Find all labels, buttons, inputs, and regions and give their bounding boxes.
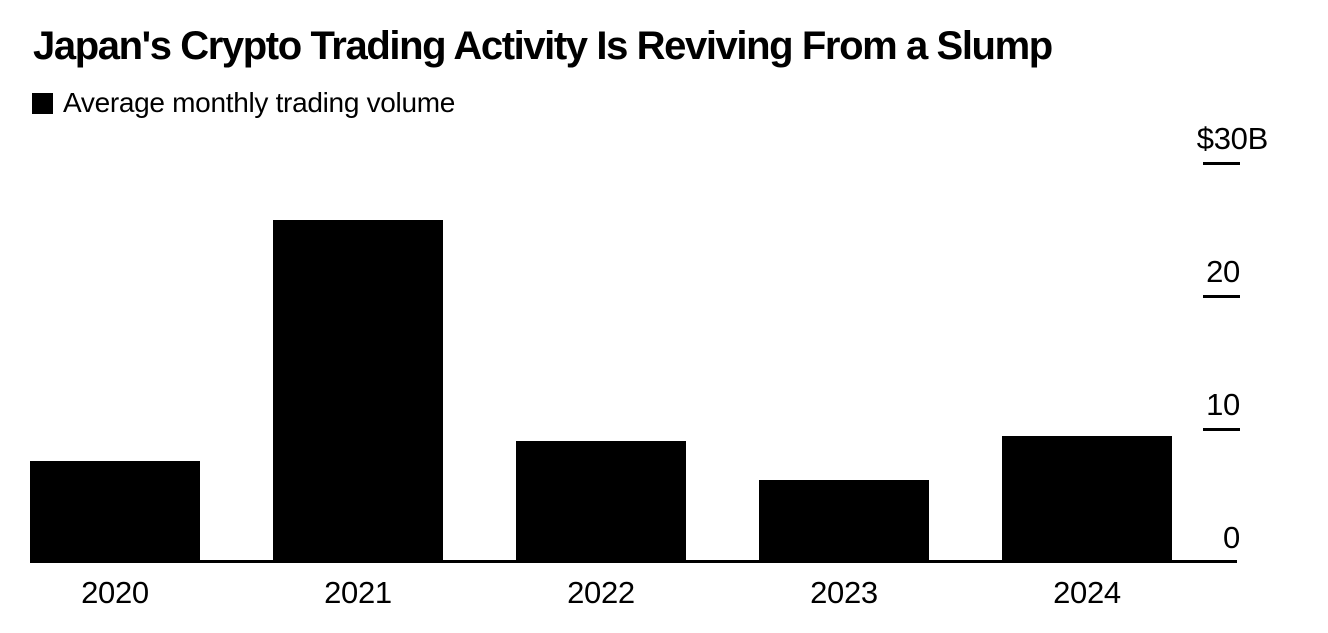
y-tick-dash-30 <box>1203 162 1240 165</box>
x-tick-label-2020: 2020 <box>81 575 149 610</box>
bar-2023 <box>759 480 929 562</box>
bar-2022 <box>516 441 686 562</box>
y-tick-dash-20 <box>1203 295 1240 298</box>
bar-2021 <box>273 220 443 562</box>
legend: Average monthly trading volume <box>32 87 455 119</box>
y-tick-label-0: 0 <box>1223 520 1240 555</box>
bar-2024 <box>1002 436 1172 562</box>
x-tick-label-2023: 2023 <box>810 575 878 610</box>
y-tick-label-30: $30B <box>1196 121 1269 156</box>
legend-label: Average monthly trading volume <box>63 87 456 118</box>
x-tick-label-2022: 2022 <box>567 575 635 610</box>
x-tick-label-2024: 2024 <box>1053 575 1121 610</box>
legend-swatch-icon <box>32 92 53 114</box>
x-axis-line <box>30 560 1237 563</box>
chart-title: Japan's Crypto Trading Activity Is Reviv… <box>33 24 1053 68</box>
x-tick-label-2021: 2021 <box>324 575 392 610</box>
y-tick-dash-10 <box>1203 428 1240 431</box>
bar-2020 <box>30 461 200 562</box>
y-tick-label-10: 10 <box>1206 387 1240 422</box>
y-tick-label-20: 20 <box>1206 254 1240 289</box>
